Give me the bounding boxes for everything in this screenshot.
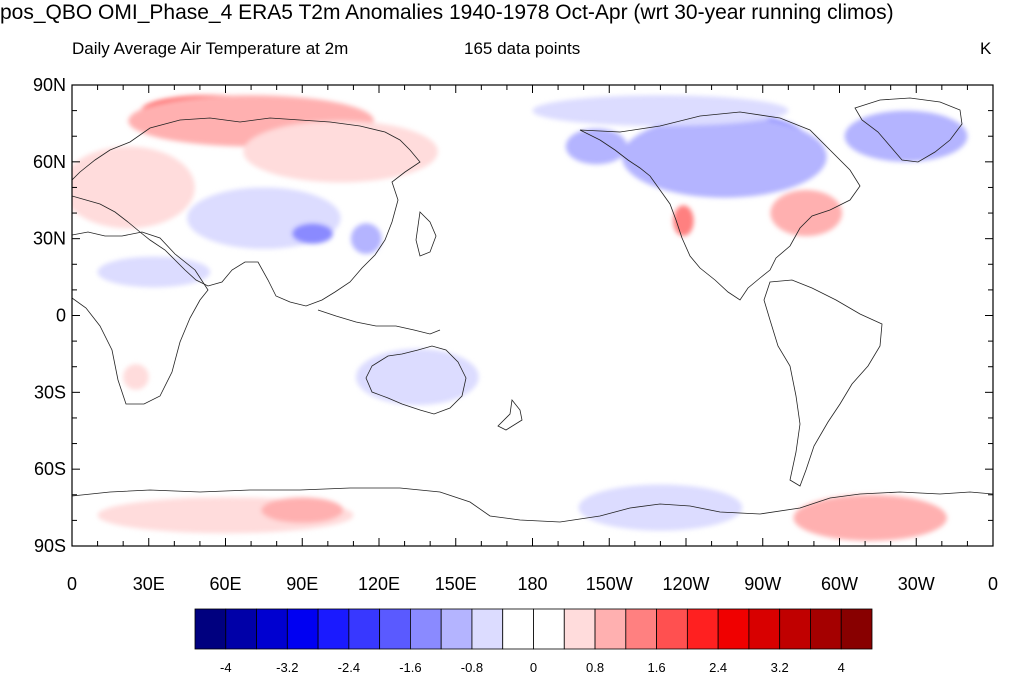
colorbar-label: -1.6 [399,660,421,675]
colorbar-label: 0 [530,660,537,675]
variable-subtitle: Daily Average Air Temperature at 2m [72,39,349,58]
colorbar-swatch [410,608,442,650]
axis-ticks [71,84,994,547]
anomaly-australia-halo [355,348,479,406]
colorbar-label: 4 [838,660,845,675]
colorbar-label: 0.8 [586,660,604,675]
colorbar-swatch [379,608,411,650]
lon-label: 90E [286,574,318,594]
colorbar-swatch [194,608,227,650]
colorbar-swatch [225,608,257,650]
colorbar-swatch [594,608,627,650]
anomaly-us-west-warm [673,205,694,237]
antarctica-coastline [72,487,993,523]
lon-label: 150W [586,574,633,594]
units-label: K [980,39,992,58]
lon-label: 120E [358,574,400,594]
lon-label: 180 [517,574,547,594]
anomaly-europe-halo [72,146,195,229]
lat-label: 0 [56,306,66,326]
colorbar-swatch [840,608,873,650]
lon-label: 0 [67,574,77,594]
anomaly-alaska-cold [565,128,628,165]
indonesia-coastline [317,309,441,335]
lon-label: 60W [821,574,858,594]
lat-label: 30S [34,382,66,402]
colorbar-swatch [656,608,688,650]
colorbar-swatch [533,608,565,650]
south-america-coastline [763,279,883,487]
anomaly-east-antarctic-warm-2 [261,497,344,523]
colorbar-swatch [256,608,288,650]
anomaly-arctic-cold [532,95,789,126]
colorbar-label: 2.4 [709,660,727,675]
anomaly-east-siberia-halo [243,120,438,183]
colorbar-swatch [440,608,473,650]
coastlines [72,97,993,523]
colorbar-swatch [686,608,719,650]
africa-coastline [72,231,209,405]
data-points-subtitle: 165 data points [464,39,581,58]
lon-label: 30E [133,574,165,594]
new-zealand-coastline [497,399,523,431]
lat-label: 30N [33,229,66,249]
colorbar-labels: -4 -3.2 -2.4 -1.6 -0.8 0 0.8 1.6 2.4 3.2 4 [220,660,845,675]
colorbar-swatch [502,608,534,650]
north-america-coastline [579,111,861,301]
australia-coastline [365,345,467,415]
colorbar-swatch [563,608,596,650]
anomaly-africa-warm [123,364,149,390]
colorbar-label: -0.8 [461,660,483,675]
anomaly-tibet-cold [292,223,333,244]
greenland-coastline [854,97,963,163]
anomaly-china-cold [350,223,382,255]
lat-label: 60S [34,459,66,479]
colorbar-label: 1.6 [648,660,666,675]
anomaly-antarctic-peninsula-halo [793,494,947,541]
lon-label: 120W [662,574,709,594]
plot-title: pos_QBO OMI_Phase_4 ERA5 T2m Anomalies 1… [0,1,894,24]
map-frame [71,84,994,547]
colorbar-swatch [748,608,781,650]
eurasia-coastline [72,117,421,307]
colorbar-swatch [717,608,750,650]
japan-coastline [415,211,437,257]
colorbar-swatch [471,608,504,650]
lat-label: 90N [33,75,66,95]
anomaly-canada-cold-halo [622,115,827,198]
colorbar-label: -2.4 [338,660,360,675]
colorbar-swatch [286,608,319,650]
anomaly-sahara-cold [97,256,211,288]
lon-label: 30W [898,574,935,594]
anomaly-greenland-cold-halo [844,110,968,162]
colorbar-swatch [348,608,381,650]
anomaly-west-antarctic-halo [578,484,743,531]
colorbar-swatch [317,608,350,650]
lon-label: 0 [988,574,998,594]
lat-label: 60N [33,152,66,172]
anomaly-us-east-warm [770,190,843,237]
latitude-labels: 90N 60N 30N 0 30S 60S 90S [33,75,66,556]
colorbar-label: 3.2 [771,660,789,675]
colorbar-label: -4 [220,660,232,675]
colorbar [194,608,873,650]
longitude-labels: 0 30E 60E 90E 120E 150E 180 150W 120W 90W 60W 30W 0 [67,574,998,594]
lon-label: 90W [744,574,781,594]
lat-label: 90S [34,536,66,556]
colorbar-swatch [810,608,842,650]
colorbar-swatch [625,608,657,650]
lon-label: 150E [435,574,477,594]
lon-label: 60E [209,574,241,594]
colorbar-label: -3.2 [276,660,298,675]
anomaly-shading [72,95,968,541]
colorbar-swatch [779,608,811,650]
